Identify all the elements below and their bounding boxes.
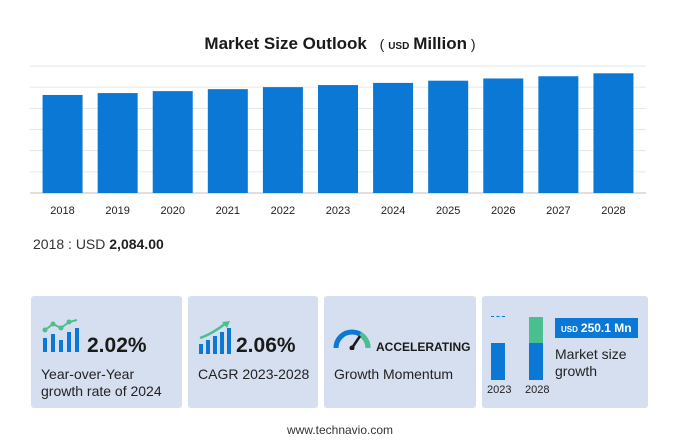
growth-caption-line2: growth bbox=[555, 363, 598, 379]
growth-currency: USD bbox=[561, 325, 578, 334]
cagr-panel: 2.06% CAGR 2023-2028 bbox=[188, 296, 318, 408]
title-unit-label: Million bbox=[413, 34, 468, 53]
bar-2021 bbox=[207, 89, 248, 193]
momentum-caption: Growth Momentum bbox=[334, 366, 454, 382]
footer-site: www.technavio.com bbox=[286, 423, 394, 437]
x-tick-label: 2028 bbox=[601, 205, 625, 217]
growth-chart-icon bbox=[42, 319, 79, 352]
bar-2020 bbox=[152, 91, 193, 193]
yoy-panel: 2.02% Year-over-Year growth rate of 2024 bbox=[31, 296, 182, 408]
bar-2027 bbox=[538, 76, 579, 193]
yoy-caption-line2: growth rate of 2024 bbox=[41, 383, 162, 399]
cagr-value: 2.06% bbox=[236, 334, 296, 357]
base-value: 2018 : USD 2,084.00 bbox=[33, 236, 164, 252]
speedometer-icon bbox=[333, 329, 371, 350]
mini-dash-line bbox=[491, 316, 505, 317]
bar-2024 bbox=[373, 82, 414, 193]
x-tick-label: 2023 bbox=[326, 205, 350, 217]
mini-year-start: 2023 bbox=[487, 384, 512, 396]
x-tick-label: 2020 bbox=[160, 205, 184, 217]
bar-2025 bbox=[428, 80, 469, 193]
page-title: Market Size Outlook ( USD Million ) bbox=[0, 34, 680, 54]
x-tick-label: 2027 bbox=[546, 205, 570, 217]
growth-caption: Market size growth bbox=[555, 346, 627, 380]
x-tick-label: 2022 bbox=[271, 205, 295, 217]
x-tick-label: 2026 bbox=[491, 205, 515, 217]
bar-2022 bbox=[262, 87, 303, 193]
yoy-caption-line1: Year-over-Year bbox=[41, 366, 135, 382]
cagr-icon bbox=[199, 321, 231, 354]
growth-value: 250.1 Mn bbox=[580, 321, 632, 335]
bar-2018 bbox=[42, 94, 83, 193]
bar-2019 bbox=[97, 93, 138, 193]
growth-caption-line1: Market size bbox=[555, 346, 627, 362]
bar-2023 bbox=[318, 85, 358, 193]
bar-chart: 2018 2019 2020 2021 2022 2023 2024 2025 2026 2027… bbox=[30, 65, 646, 217]
x-tick-label: 2021 bbox=[216, 205, 240, 217]
x-tick-label: 2019 bbox=[105, 205, 129, 217]
bar-2026 bbox=[483, 78, 524, 193]
x-tick-label: 2024 bbox=[381, 205, 405, 217]
momentum-panel: ACCELERATING Growth Momentum bbox=[324, 296, 476, 408]
cagr-caption: CAGR 2023-2028 bbox=[198, 366, 310, 382]
growth-panel: 2023 2028 USD 250.1 Mn Market size growth bbox=[482, 296, 648, 408]
yoy-value: 2.02% bbox=[87, 334, 147, 357]
mini-bar-growth bbox=[529, 317, 543, 343]
bar-2028 bbox=[593, 73, 634, 193]
mini-bar-start bbox=[491, 343, 505, 380]
mini-bar-end bbox=[529, 343, 543, 380]
x-tick-label: 2025 bbox=[436, 205, 460, 217]
base-value-label: 2018 : USD bbox=[33, 236, 106, 252]
growth-badge: USD 250.1 Mn bbox=[555, 318, 638, 338]
chart-title: Market Size Outlook bbox=[204, 34, 367, 53]
x-tick-label: 2018 bbox=[50, 205, 74, 217]
mini-year-end: 2028 bbox=[525, 384, 550, 396]
title-unit: ( USD Million ) bbox=[379, 34, 476, 53]
title-currency: USD bbox=[388, 41, 410, 52]
base-value-number: 2,084.00 bbox=[109, 236, 164, 252]
yoy-caption: Year-over-Year growth rate of 2024 bbox=[41, 366, 162, 400]
momentum-value: ACCELERATING bbox=[376, 340, 471, 354]
